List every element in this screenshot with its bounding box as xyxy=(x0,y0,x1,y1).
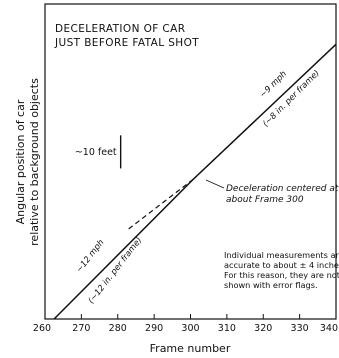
y-axis-label-line-1: Angular position of car xyxy=(14,99,27,224)
dashed-extrapolation-2 xyxy=(128,178,194,230)
x-tick-label: 340 xyxy=(320,323,338,334)
solid-segment-1 xyxy=(192,43,337,180)
note-line-2: accurate to about ± 4 inches. xyxy=(224,260,339,270)
note-line-3: For this reason, they are not xyxy=(224,270,339,280)
dashed-extrapolation-3 xyxy=(192,119,257,180)
x-tick-label: 300 xyxy=(181,323,199,334)
deceleration-annotation-line-2: about Frame 300 xyxy=(226,195,304,205)
x-tick-label: 270 xyxy=(72,323,90,334)
x-axis-label: Frame number xyxy=(150,342,231,355)
lower-speed-label: ~12 mph xyxy=(74,237,106,274)
x-tick-label: 260 xyxy=(33,323,51,334)
x-tick-label: 280 xyxy=(109,323,127,334)
upper-rate-label: (~8 in. per frame) xyxy=(260,68,321,129)
annotation-leader-line xyxy=(205,179,225,189)
note-line-1: Individual measurements are xyxy=(224,250,339,260)
series-lines xyxy=(53,43,337,320)
chart-title-line-2: JUST BEFORE FATAL SHOT xyxy=(54,37,199,49)
x-axis-ticks: 260 270 280 290 300 310 320 330 340 xyxy=(33,314,338,334)
x-tick-label: 320 xyxy=(254,323,272,334)
x-tick-label: 310 xyxy=(218,323,236,334)
solid-segment-0 xyxy=(53,178,194,320)
chart-title-line-1: DECELERATION OF CAR xyxy=(55,23,185,35)
scale-bar-label: ~10 feet xyxy=(75,147,117,158)
x-tick-label: 290 xyxy=(145,323,163,334)
y-axis-label-line-2: relative to background objects xyxy=(28,78,41,246)
note-line-4: shown with error flags. xyxy=(224,280,318,290)
deceleration-annotation-line-1: Deceleration centered at xyxy=(226,184,339,194)
x-tick-label: 330 xyxy=(291,323,309,334)
